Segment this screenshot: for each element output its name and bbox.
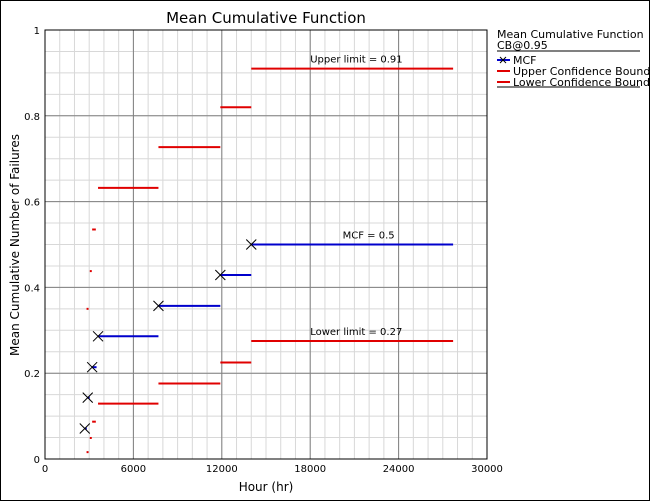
x-tick-label: 30000 bbox=[471, 464, 503, 475]
legend-entry-label: Upper Confidence Bounds bbox=[513, 65, 650, 78]
legend-entry: Upper Confidence Bounds bbox=[497, 65, 650, 78]
y-tick-label: 0.4 bbox=[24, 283, 40, 294]
legend: Mean Cumulative Function CB@0.95 MCFUppe… bbox=[497, 28, 650, 89]
legend-entry: Lower Confidence Bounds bbox=[497, 76, 650, 89]
y-tick-label: 0.6 bbox=[24, 198, 40, 209]
y-axis-label: Mean Cumulative Number of Failures bbox=[8, 134, 22, 356]
legend-marker bbox=[499, 56, 507, 64]
mcf-marker bbox=[214, 269, 226, 281]
mcf-marker bbox=[153, 300, 164, 312]
plot-border bbox=[44, 29, 488, 460]
mcf-marker bbox=[82, 392, 94, 404]
legend-subtitle: CB@0.95 bbox=[497, 39, 548, 52]
annotation-label: Lower limit = 0.27 bbox=[310, 327, 402, 338]
x-tick-label: 24000 bbox=[383, 464, 415, 475]
mcf-marker bbox=[92, 330, 104, 342]
legend-title: Mean Cumulative Function bbox=[497, 28, 644, 41]
x-tick-label: 0 bbox=[42, 464, 48, 475]
mcf-marker bbox=[79, 423, 91, 434]
annotation-label: Upper limit = 0.91 bbox=[310, 55, 402, 66]
x-tick-label: 12000 bbox=[206, 464, 238, 475]
y-tick-label: 0.8 bbox=[24, 112, 40, 123]
x-tick-label: 18000 bbox=[294, 464, 326, 475]
x-tick-label: 6000 bbox=[121, 464, 146, 475]
y-tick-label: 0 bbox=[34, 455, 40, 466]
y-tick-label: 0.2 bbox=[24, 369, 40, 380]
x-axis-label: Hour (hr) bbox=[239, 480, 294, 494]
mcf-marker bbox=[245, 239, 257, 250]
annotation-label: MCF = 0.5 bbox=[343, 231, 395, 242]
mcf-marker bbox=[86, 361, 98, 373]
legend-entry-label: MCF bbox=[513, 54, 537, 67]
legend-entry-label: Lower Confidence Bounds bbox=[513, 76, 650, 89]
legend-entry: MCF bbox=[497, 54, 537, 67]
y-tick-label: 1 bbox=[34, 26, 40, 37]
plot-area: 0 6000 12000 18000 24000 30000 0 0.2 0.4 0.6 0.8 1 U… bbox=[24, 26, 503, 475]
chart-title: Mean Cumulative Function bbox=[166, 9, 366, 27]
